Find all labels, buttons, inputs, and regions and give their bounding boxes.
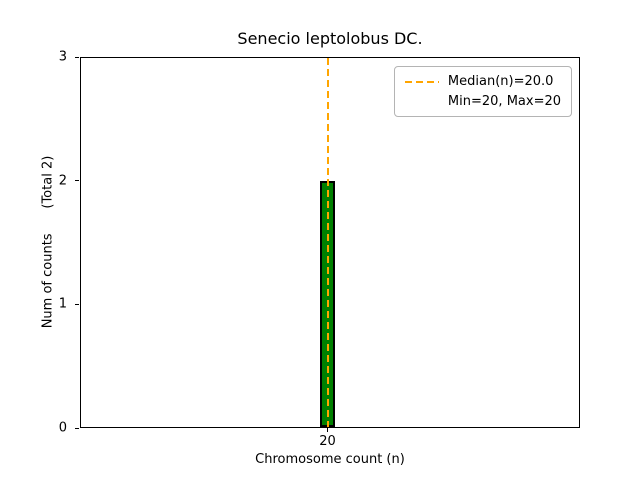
y-axis-label: Num of counts (Total 2) (40, 155, 56, 329)
plot-area: Median(n)=20.0 Min=20, Max=20 (80, 57, 580, 428)
legend-spacer (405, 101, 439, 103)
chart-title: Senecio leptolobus DC. (237, 29, 423, 48)
legend-entry-minmax: Min=20, Max=20 (405, 94, 561, 109)
median-line (326, 58, 329, 427)
y-tick-label: 1 (58, 296, 67, 312)
y-tick-label: 3 (58, 49, 67, 65)
x-axis-label: Chromosome count (n) (255, 452, 405, 467)
y-tick-mark (75, 180, 79, 182)
y-tick-mark (75, 56, 79, 58)
x-tick-mark (327, 427, 328, 432)
y-tick-label: 0 (58, 420, 67, 436)
legend-entry-median: Median(n)=20.0 (404, 74, 561, 89)
legend-median-line-sample (404, 80, 439, 83)
y-tick-label: 2 (58, 173, 67, 189)
y-tick-mark (75, 303, 79, 305)
legend-minmax-label: Min=20, Max=20 (447, 94, 561, 109)
legend-median-label: Median(n)=20.0 (447, 74, 554, 89)
x-tick-label: 20 (319, 434, 336, 449)
legend: Median(n)=20.0 Min=20, Max=20 (393, 66, 572, 117)
y-tick-mark (75, 427, 79, 429)
